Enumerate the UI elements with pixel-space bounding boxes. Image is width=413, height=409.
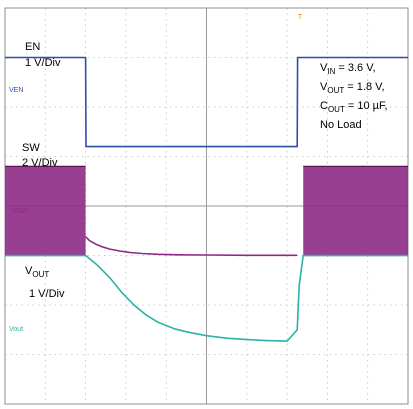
en-scale-label: 1 V/Div xyxy=(25,57,61,69)
sw-switching-band xyxy=(303,166,408,256)
annotation-line-vout: VOUT = 1.8 V, xyxy=(320,81,385,95)
trigger-marker: T xyxy=(298,14,303,21)
conditions-annotation: VIN = 3.6 V, VOUT = 1.8 V, COUT = 10 µF,… xyxy=(320,62,388,131)
sw-channel-label: SW xyxy=(22,142,40,154)
en-channel-label: EN xyxy=(25,41,40,53)
traces xyxy=(5,56,408,342)
vout-channel-label: VOUT xyxy=(25,265,49,279)
vout-scale-label: 1 V/Div xyxy=(29,288,65,300)
sw-switching-band xyxy=(5,166,86,256)
annotation-line-cout: COUT = 10 µF, xyxy=(320,100,388,114)
annotation-line-load: No Load xyxy=(320,119,362,131)
sw-ground-marker: VSW xyxy=(12,208,28,215)
annotation-line-vin: VIN = 3.6 V, xyxy=(320,62,376,76)
sw-scale-label: 2 V/Div xyxy=(22,157,58,169)
en-ground-marker: VEN xyxy=(9,87,23,94)
en-trace xyxy=(5,56,408,148)
vout-ground-marker: Vout xyxy=(9,326,23,333)
sw-trace xyxy=(85,236,298,257)
vout-trace xyxy=(5,254,408,342)
